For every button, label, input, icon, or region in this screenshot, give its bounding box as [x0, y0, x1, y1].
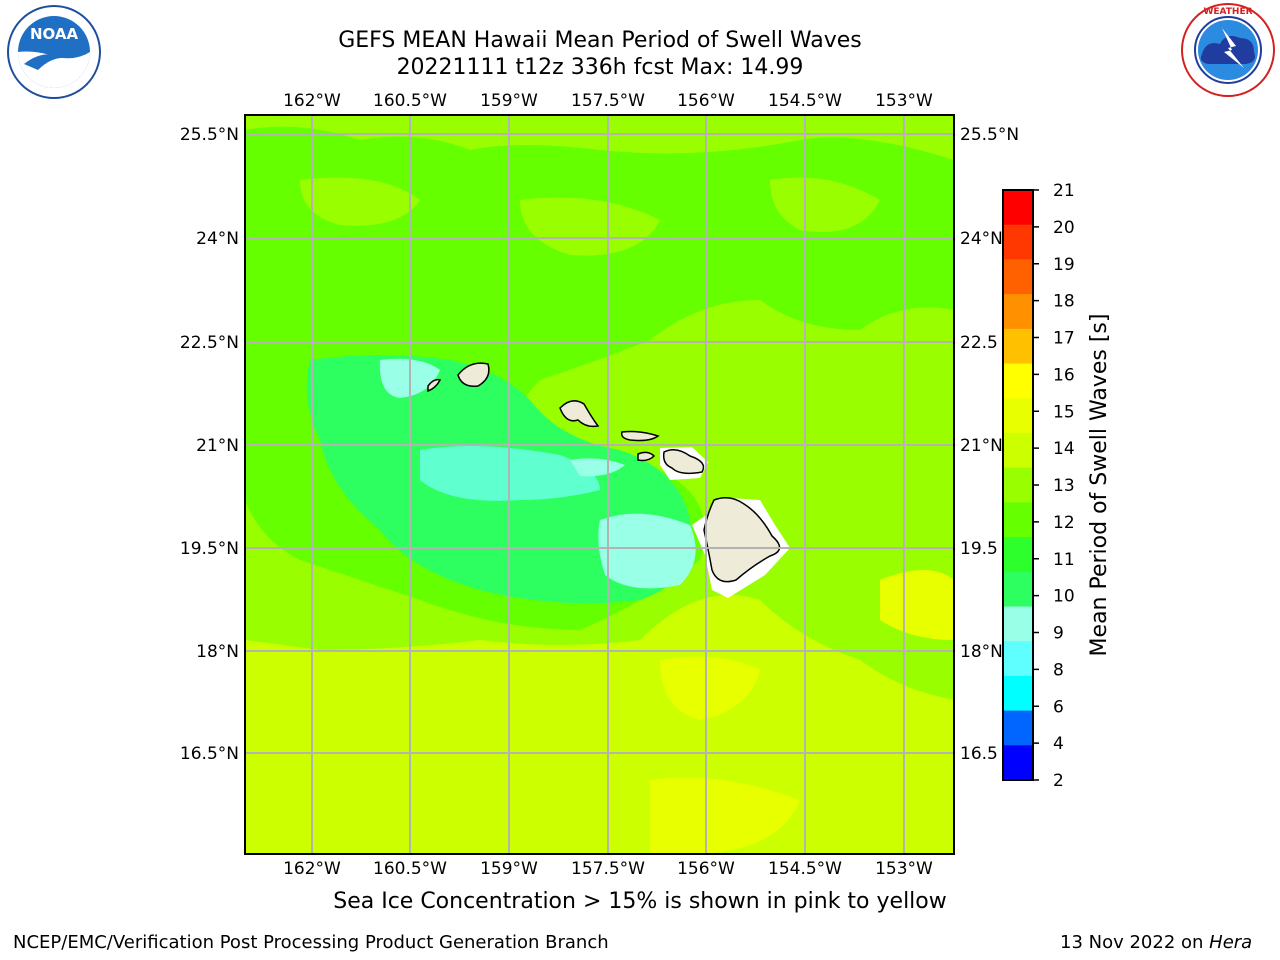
colorbar-segment	[1003, 571, 1033, 607]
lon-label-top: 157.5°W	[571, 91, 645, 111]
colorbar-segment	[1003, 398, 1033, 434]
colorbar-tick-label: 14	[1053, 439, 1075, 459]
lon-label-top: 162°W	[283, 91, 341, 111]
colorbar-tick-label: 16	[1053, 365, 1075, 385]
swell-period-field	[245, 115, 954, 854]
lon-label-top: 159°W	[480, 91, 538, 111]
lat-label-left: 16.5°N	[180, 744, 239, 764]
colorbar-segment	[1003, 363, 1033, 399]
footer-date: 13 Nov 2022 on Hera	[1060, 932, 1252, 953]
caption: Sea Ice Concentration > 15% is shown in …	[333, 889, 947, 914]
colorbar-tick-label: 9	[1053, 624, 1064, 644]
colorbar-segment	[1003, 467, 1033, 503]
colorbar-tick-label: 2	[1053, 771, 1064, 791]
chart-subtitle: 20221111 t12z 336h fcst Max: 14.99	[396, 55, 804, 80]
lon-label-top: 154.5°W	[768, 91, 842, 111]
lon-label-bottom: 154.5°W	[768, 859, 842, 879]
svg-text:NOAA: NOAA	[30, 25, 79, 43]
colorbar-tick-label: 17	[1053, 329, 1075, 349]
colorbar-tick-label: 4	[1053, 734, 1064, 754]
colorbar-segment	[1003, 502, 1033, 538]
lon-label-bottom: 153°W	[875, 859, 933, 879]
lat-label-right: 19.5	[960, 539, 998, 559]
lat-label-left: 25.5°N	[180, 125, 239, 145]
colorbar-tick-label: 21	[1053, 181, 1075, 201]
colorbar-tick-label: 6	[1053, 697, 1064, 717]
colorbar-segment	[1003, 328, 1033, 365]
lon-label-bottom: 162°W	[283, 859, 341, 879]
lon-label-bottom: 156°W	[677, 859, 735, 879]
colorbar-segment	[1003, 190, 1033, 226]
colorbar-tick-label: 20	[1053, 218, 1075, 238]
colorbar: 21 20 19 18 17 16 15 14 13 12 11 10 9 8 6 4 2	[1002, 181, 1075, 791]
nws-logo-icon: WEATHER	[1181, 3, 1275, 97]
lat-label-right: 18°N	[960, 642, 1003, 662]
islands	[427, 362, 781, 583]
colorbar-segment	[1003, 641, 1033, 677]
colorbar-segment	[1003, 294, 1033, 330]
colorbar-tick-label: 11	[1053, 550, 1075, 570]
lon-label-bottom: 160.5°W	[373, 859, 447, 879]
colorbar-segment	[1003, 710, 1033, 746]
lon-label-top: 156°W	[677, 91, 735, 111]
noaa-logo-icon: NOAA	[7, 5, 101, 99]
chart-title: GEFS MEAN Hawaii Mean Period of Swell Wa…	[338, 28, 862, 53]
colorbar-segment	[1003, 675, 1033, 712]
lat-label-right: 25.5°N	[960, 125, 1019, 145]
lat-label-right: 21°N	[960, 436, 1003, 456]
colorbar-tick-label: 15	[1053, 402, 1075, 422]
graticule	[245, 115, 954, 854]
colorbar-tick-label: 19	[1053, 255, 1075, 275]
colorbar-segment	[1003, 537, 1033, 573]
footer-date-text: 13 Nov 2022 on	[1060, 932, 1210, 953]
colorbar-segment	[1003, 432, 1033, 469]
colorbar-segment	[1003, 224, 1033, 260]
colorbar-segment	[1003, 606, 1033, 642]
colorbar-tick-label: 12	[1053, 513, 1075, 533]
footer-credit: NCEP/EMC/Verification Post Processing Pr…	[13, 932, 609, 953]
lat-label-right: 16.5	[960, 744, 998, 764]
lon-label-bottom: 159°W	[480, 859, 538, 879]
lat-label-left: 24°N	[196, 229, 239, 249]
lat-label-left: 19.5°N	[180, 539, 239, 559]
lat-label-right: 24°N	[960, 229, 1003, 249]
colorbar-label: Mean Period of Swell Waves [s]	[1087, 314, 1112, 657]
colorbar-tick-label: 8	[1053, 660, 1064, 680]
colorbar-segment	[1003, 259, 1033, 295]
lat-label-left: 22.5°N	[180, 333, 239, 353]
colorbar-tick-label: 13	[1053, 476, 1075, 496]
lat-label-left: 21°N	[196, 436, 239, 456]
lon-label-top: 160.5°W	[373, 91, 447, 111]
colorbar-tick-label: 18	[1053, 292, 1075, 312]
lon-label-bottom: 157.5°W	[571, 859, 645, 879]
svg-text:WEATHER: WEATHER	[1203, 7, 1252, 17]
colorbar-segment	[1003, 745, 1033, 781]
colorbar-tick-label: 10	[1053, 587, 1075, 607]
lon-label-top: 153°W	[875, 91, 933, 111]
lat-label-left: 18°N	[196, 642, 239, 662]
map-frame	[244, 114, 955, 855]
lat-label-right: 22.5	[960, 333, 998, 353]
footer-machine: Hera	[1209, 932, 1253, 953]
